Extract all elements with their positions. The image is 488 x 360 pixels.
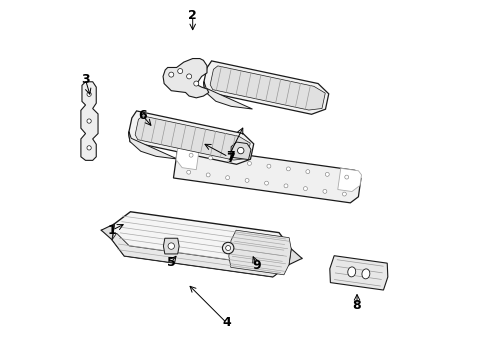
Circle shape xyxy=(247,161,251,165)
Ellipse shape xyxy=(361,269,369,279)
Text: 7: 7 xyxy=(225,152,234,165)
Circle shape xyxy=(87,146,91,150)
Polygon shape xyxy=(163,238,179,254)
Circle shape xyxy=(284,184,287,188)
Polygon shape xyxy=(163,59,208,98)
Text: 7: 7 xyxy=(225,150,234,163)
Circle shape xyxy=(87,119,91,123)
Circle shape xyxy=(186,170,190,174)
Circle shape xyxy=(225,176,229,180)
Circle shape xyxy=(237,147,244,154)
Circle shape xyxy=(168,243,174,249)
Polygon shape xyxy=(176,146,199,170)
Ellipse shape xyxy=(347,267,355,277)
Text: 2: 2 xyxy=(188,9,197,22)
Polygon shape xyxy=(329,256,387,290)
Polygon shape xyxy=(112,212,290,277)
Circle shape xyxy=(227,159,231,163)
Polygon shape xyxy=(203,82,252,109)
Circle shape xyxy=(168,72,173,77)
Circle shape xyxy=(87,92,91,96)
Polygon shape xyxy=(203,61,328,114)
Polygon shape xyxy=(135,116,250,160)
Polygon shape xyxy=(112,233,288,277)
Circle shape xyxy=(177,68,183,73)
Text: 1: 1 xyxy=(108,224,117,237)
Circle shape xyxy=(186,74,191,79)
Circle shape xyxy=(303,186,307,190)
Polygon shape xyxy=(230,142,250,159)
Text: 5: 5 xyxy=(166,256,175,269)
Circle shape xyxy=(189,153,193,157)
Polygon shape xyxy=(128,131,177,159)
Circle shape xyxy=(225,246,230,251)
Polygon shape xyxy=(173,147,360,203)
Polygon shape xyxy=(81,82,98,160)
Circle shape xyxy=(244,179,248,183)
Circle shape xyxy=(344,175,348,179)
Circle shape xyxy=(325,172,328,176)
Polygon shape xyxy=(210,66,325,110)
Polygon shape xyxy=(128,111,253,164)
Text: 4: 4 xyxy=(222,316,230,329)
Circle shape xyxy=(206,173,210,177)
Circle shape xyxy=(222,242,233,254)
Circle shape xyxy=(322,189,326,193)
Circle shape xyxy=(266,164,270,168)
Circle shape xyxy=(208,156,212,160)
Circle shape xyxy=(342,192,346,196)
Circle shape xyxy=(193,81,198,86)
Text: 3: 3 xyxy=(81,73,90,86)
Polygon shape xyxy=(101,224,114,240)
Text: 9: 9 xyxy=(252,259,261,272)
Circle shape xyxy=(264,181,268,185)
Circle shape xyxy=(286,167,290,171)
Circle shape xyxy=(305,170,309,174)
Text: 6: 6 xyxy=(138,109,147,122)
Polygon shape xyxy=(288,249,302,265)
Text: 8: 8 xyxy=(352,298,361,311)
Polygon shape xyxy=(337,168,361,192)
Polygon shape xyxy=(228,230,290,275)
